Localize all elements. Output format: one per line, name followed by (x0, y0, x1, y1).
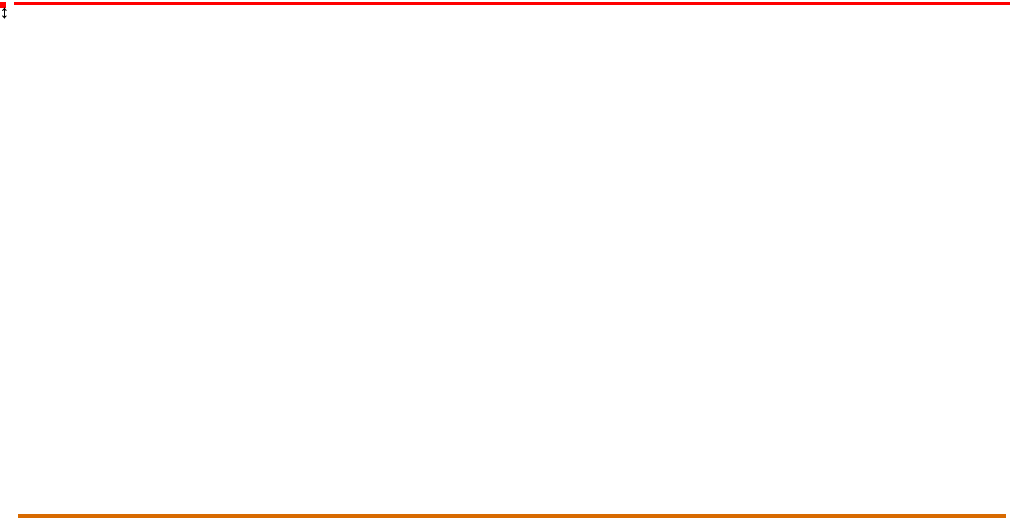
arrow: ↑ (0, 2, 9, 23)
arrow: ↑ (0, 2, 9, 23)
atm-divider (14, 2, 1010, 5)
arrow: ↓ (0, 2, 9, 23)
arrow: ↑ (0, 2, 9, 23)
arrow: ↓ (0, 2, 9, 23)
arrow: ↓ (0, 2, 9, 23)
strike-highlight (0, 2, 6, 8)
pe-highlight (0, 2, 6, 8)
bottom-rule (18, 514, 1006, 518)
arrow: ↓ (0, 2, 9, 23)
arrow: ↑ (0, 2, 9, 23)
